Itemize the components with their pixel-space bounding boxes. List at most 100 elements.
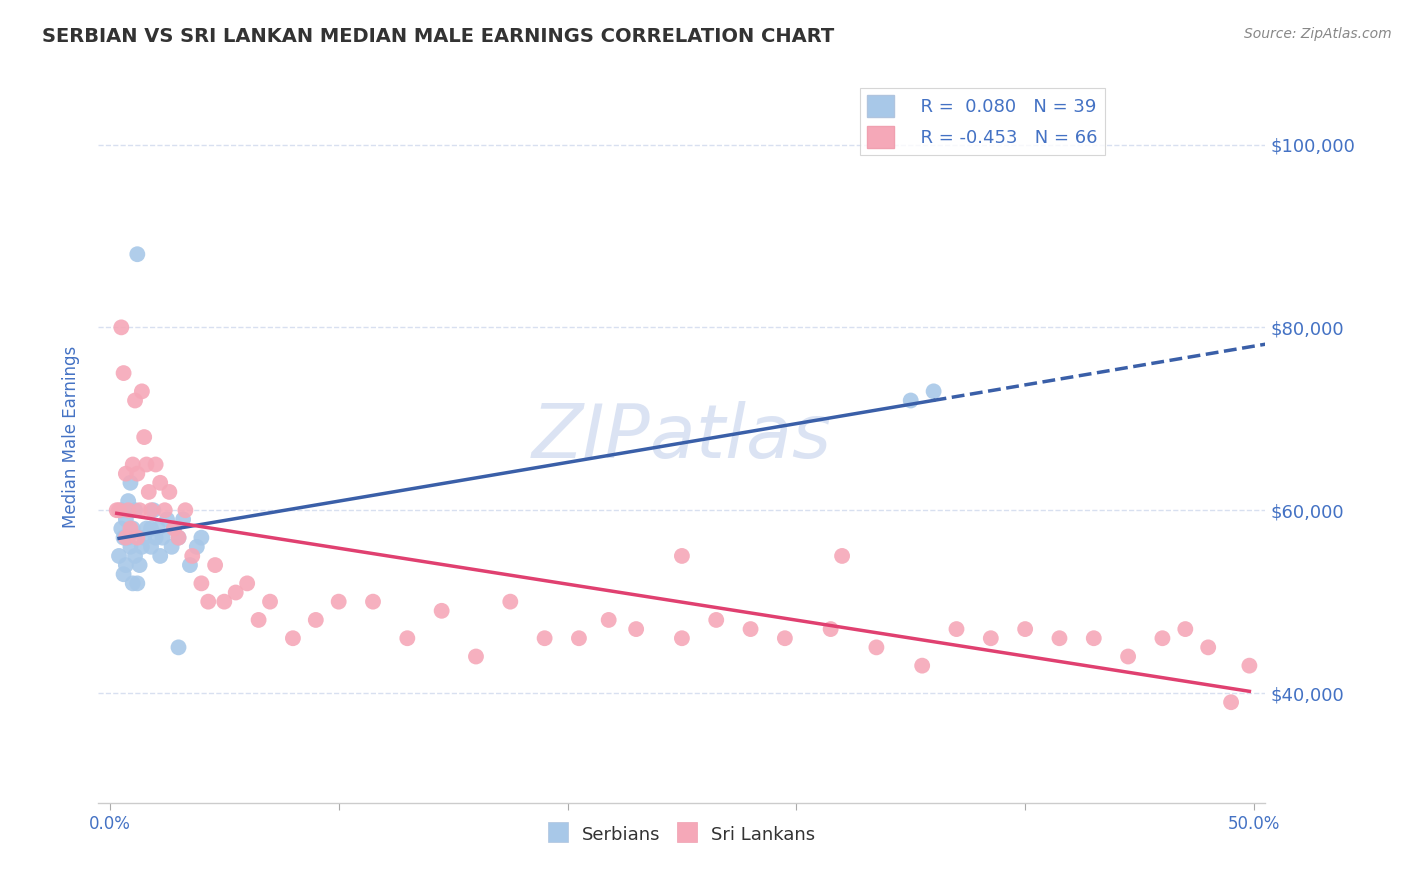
Point xyxy=(174,503,197,517)
Point xyxy=(145,458,167,472)
Point xyxy=(120,475,142,490)
Point xyxy=(247,613,270,627)
Point xyxy=(820,622,842,636)
Text: Source: ZipAtlas.com: Source: ZipAtlas.com xyxy=(1244,27,1392,41)
Point xyxy=(190,576,212,591)
Point xyxy=(396,631,419,645)
Point xyxy=(112,567,135,582)
Point xyxy=(900,393,922,408)
Point xyxy=(598,613,620,627)
Point xyxy=(139,521,162,535)
Point xyxy=(121,458,143,472)
Point xyxy=(980,631,1002,645)
Point xyxy=(115,558,138,573)
Point xyxy=(225,585,247,599)
Point xyxy=(204,558,226,573)
Point xyxy=(145,531,167,545)
Point xyxy=(214,594,236,608)
Point xyxy=(127,531,149,545)
Point xyxy=(922,384,945,399)
Text: SERBIAN VS SRI LANKAN MEDIAN MALE EARNINGS CORRELATION CHART: SERBIAN VS SRI LANKAN MEDIAN MALE EARNIN… xyxy=(42,27,834,45)
Point xyxy=(1014,622,1036,636)
Point xyxy=(328,594,350,608)
Point xyxy=(139,540,162,554)
Point xyxy=(142,503,165,517)
Point xyxy=(1220,695,1243,709)
Point xyxy=(117,531,139,545)
Point xyxy=(121,521,143,535)
Point xyxy=(831,549,853,563)
Point xyxy=(624,622,647,636)
Point xyxy=(1049,631,1071,645)
Point xyxy=(112,366,135,380)
Point xyxy=(568,631,591,645)
Point xyxy=(499,594,522,608)
Point xyxy=(190,531,212,545)
Legend: Serbians, Sri Lankans: Serbians, Sri Lankans xyxy=(541,816,823,852)
Point xyxy=(911,658,934,673)
Point xyxy=(671,631,693,645)
Point xyxy=(430,604,453,618)
Point xyxy=(124,549,146,563)
Point xyxy=(361,594,384,608)
Point xyxy=(110,521,132,535)
Point xyxy=(172,512,194,526)
Point xyxy=(124,503,146,517)
Point xyxy=(671,549,693,563)
Point xyxy=(465,649,488,664)
Point xyxy=(160,540,183,554)
Point xyxy=(135,521,157,535)
Point xyxy=(127,247,149,261)
Point xyxy=(236,576,259,591)
Point xyxy=(127,576,149,591)
Point xyxy=(1152,631,1174,645)
Point xyxy=(197,594,219,608)
Point xyxy=(259,594,281,608)
Point xyxy=(152,531,174,545)
Point xyxy=(945,622,967,636)
Point xyxy=(110,503,132,517)
Point xyxy=(108,503,131,517)
Point xyxy=(112,531,135,545)
Point xyxy=(146,521,169,535)
Point xyxy=(163,521,186,535)
Point xyxy=(163,521,186,535)
Point xyxy=(105,503,128,517)
Point xyxy=(281,631,304,645)
Point xyxy=(1116,649,1139,664)
Point xyxy=(124,393,146,408)
Point xyxy=(1239,658,1261,673)
Point xyxy=(186,540,208,554)
Point xyxy=(167,640,190,655)
Point xyxy=(108,549,131,563)
Point xyxy=(139,503,162,517)
Point xyxy=(115,467,138,481)
Point xyxy=(131,384,153,399)
Point xyxy=(1083,631,1105,645)
Point xyxy=(120,540,142,554)
Point xyxy=(115,531,138,545)
Point xyxy=(1197,640,1219,655)
Point xyxy=(181,549,204,563)
Point xyxy=(134,531,156,545)
Text: ZIPatlas: ZIPatlas xyxy=(531,401,832,473)
Point xyxy=(110,320,132,334)
Point xyxy=(128,558,150,573)
Point xyxy=(1174,622,1197,636)
Point xyxy=(121,576,143,591)
Point xyxy=(167,531,190,545)
Point xyxy=(740,622,762,636)
Point xyxy=(135,458,157,472)
Y-axis label: Median Male Earnings: Median Male Earnings xyxy=(62,346,80,528)
Point xyxy=(149,475,172,490)
Point xyxy=(865,640,887,655)
Point xyxy=(773,631,796,645)
Point xyxy=(134,430,156,444)
Point xyxy=(704,613,727,627)
Point xyxy=(120,521,142,535)
Point xyxy=(156,512,179,526)
Point xyxy=(117,503,139,517)
Point xyxy=(153,503,176,517)
Point xyxy=(117,494,139,508)
Point xyxy=(167,531,190,545)
